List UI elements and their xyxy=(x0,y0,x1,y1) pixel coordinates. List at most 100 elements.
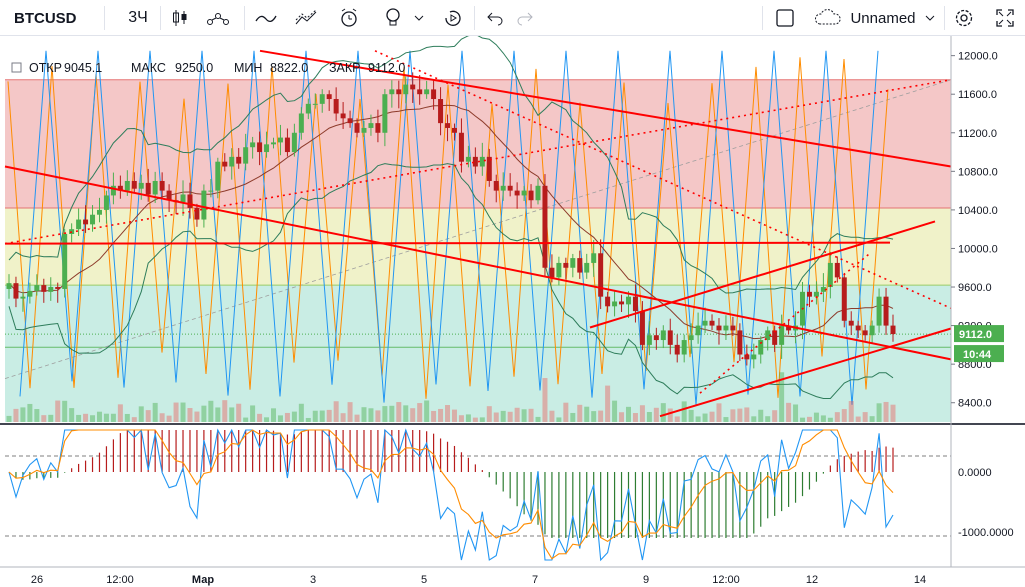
countdown-badge xyxy=(954,345,1004,363)
volume-bar xyxy=(62,400,68,422)
volume-bar xyxy=(83,413,89,422)
x-tick-label: 5 xyxy=(421,574,427,586)
indicators-icon[interactable] xyxy=(202,0,236,36)
volume-bar xyxy=(96,411,102,422)
x-tick-label: Мар xyxy=(192,574,214,586)
open-value: 9045.1 xyxy=(64,61,102,75)
candle-body xyxy=(876,296,882,326)
candle-body xyxy=(305,103,311,114)
volume-bar xyxy=(180,402,186,422)
candle-body xyxy=(598,253,604,297)
candle-body xyxy=(215,161,221,191)
price-axis[interactable]: 12000.0 11600.0 11200.0 10800.0 10400.0 10000… xyxy=(950,36,1025,587)
dotted-trend-short xyxy=(699,252,871,394)
time-axis[interactable]: 26 12:00 Мар 3 5 7 9 12:00 12 14 xyxy=(0,566,1025,587)
candle-body xyxy=(180,194,186,203)
candle-body xyxy=(445,123,451,128)
candle-body xyxy=(396,89,402,95)
candle-body xyxy=(389,89,395,95)
volume-bar xyxy=(431,410,437,422)
alert-icon[interactable] xyxy=(334,0,366,36)
signal-line xyxy=(8,429,894,560)
volume-bar xyxy=(577,404,583,422)
chevron-down-icon[interactable] xyxy=(410,0,428,36)
candle-body xyxy=(563,262,569,268)
candle-body xyxy=(284,137,290,153)
y-tick-label: 10000.0 xyxy=(958,243,998,255)
volume-bar xyxy=(152,402,158,422)
candle-body xyxy=(257,142,263,153)
volume-bar xyxy=(319,410,325,422)
candle-body xyxy=(117,185,123,191)
candle-body xyxy=(848,320,854,326)
chart-area[interactable]: ОТКР 9045.1 МАКС 9250.0 МИН 8822.0 ЗАКР … xyxy=(0,36,1025,587)
candle-body xyxy=(820,287,826,292)
chevron-down-icon[interactable] xyxy=(920,0,940,36)
toolbar-divider xyxy=(762,6,763,30)
close-label: ЗАКР xyxy=(329,61,361,75)
zone-yellow xyxy=(5,207,951,286)
horizontal-resistance xyxy=(4,241,891,245)
fullscreen-icon[interactable] xyxy=(990,0,1020,36)
replay-icon[interactable] xyxy=(438,0,468,36)
volume-bar xyxy=(528,408,534,422)
candle-body xyxy=(187,194,193,208)
volume-bar xyxy=(800,417,806,422)
candle-body xyxy=(124,180,130,191)
y-tick-label: 10400.0 xyxy=(958,205,998,217)
square-icon[interactable] xyxy=(770,0,800,36)
volume-bar xyxy=(159,413,165,422)
volume-bar xyxy=(507,411,513,422)
candle-body xyxy=(243,147,249,164)
candle-body xyxy=(479,156,485,167)
volume-bar xyxy=(138,406,144,422)
toolbar-divider xyxy=(474,6,475,30)
volume-bar xyxy=(236,403,242,422)
candle-body xyxy=(737,330,743,355)
volume-bar xyxy=(758,409,764,422)
legend-collapse-icon[interactable] xyxy=(11,62,22,73)
line-tool-icon[interactable] xyxy=(250,0,282,36)
undo-icon[interactable] xyxy=(482,0,508,36)
volume-bar xyxy=(333,401,339,422)
candle-body xyxy=(298,113,304,133)
candle-body xyxy=(48,287,54,292)
volume-bar xyxy=(639,405,645,422)
fib-tool-icon[interactable] xyxy=(290,0,322,36)
volume-bar xyxy=(806,416,812,422)
candle-body xyxy=(319,94,325,104)
volume-bar xyxy=(229,407,235,422)
symbol-search-button[interactable]: BTCUSD xyxy=(14,9,77,27)
candle-body xyxy=(688,335,694,341)
idea-icon[interactable] xyxy=(378,0,408,36)
y-tick-label: 11600.0 xyxy=(958,89,997,101)
channel-lower xyxy=(659,327,952,418)
volume-bar xyxy=(284,412,290,422)
candle-body xyxy=(340,113,346,119)
candles-icon[interactable] xyxy=(166,0,194,36)
toolbar-divider xyxy=(244,6,245,30)
redo-icon[interactable] xyxy=(512,0,538,36)
volume-bar xyxy=(730,409,736,422)
candle-body xyxy=(96,209,102,215)
channel-upper xyxy=(589,220,936,329)
volume-bar xyxy=(535,416,541,422)
volume-bar xyxy=(841,409,847,422)
cloud-icon[interactable] xyxy=(810,0,846,36)
volume-bar xyxy=(723,417,729,422)
x-tick-label: 12:00 xyxy=(712,574,740,586)
zigzag-blue xyxy=(19,50,879,405)
settings-icon[interactable] xyxy=(950,0,978,36)
volume-bars xyxy=(6,372,896,422)
candle-body xyxy=(751,354,757,360)
volume-bar xyxy=(883,401,889,422)
candle-body xyxy=(20,296,26,299)
candle-body xyxy=(632,296,638,312)
last-price-badge xyxy=(954,325,1004,343)
candle-body xyxy=(855,325,861,331)
volume-bar xyxy=(445,405,451,422)
interval-button[interactable]: 3Ч xyxy=(128,9,148,26)
layout-name-button[interactable]: Unnamed xyxy=(850,9,916,27)
candle-body xyxy=(619,301,625,305)
volume-bar xyxy=(403,405,409,422)
